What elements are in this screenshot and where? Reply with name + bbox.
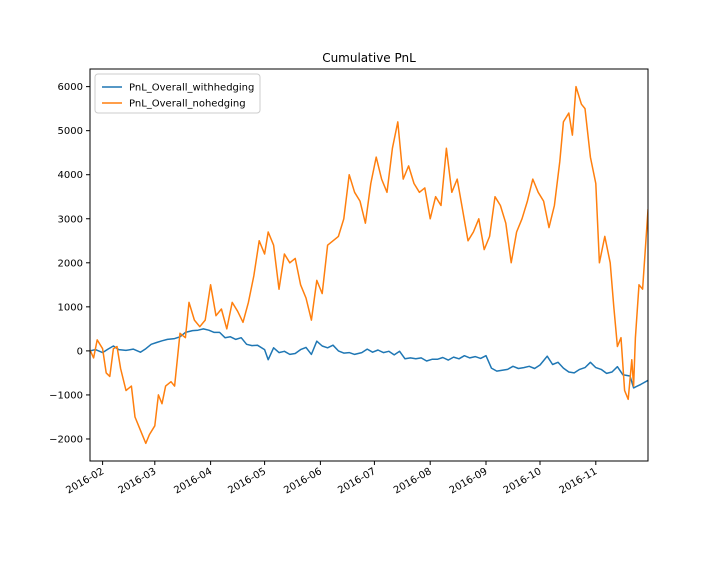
legend-box [94, 73, 261, 114]
series-line-2 [90, 85, 648, 445]
legend: PnL_Overall_withhedging PnL_Overall_nohed… [94, 73, 261, 114]
y-tick-label: −2000 [49, 434, 83, 445]
y-tick-label: 1000 [58, 302, 83, 313]
y-tick-label: 0 [77, 346, 83, 357]
y-tick-label: −1000 [49, 390, 83, 401]
series-layer [90, 85, 648, 445]
axes-frame [89, 68, 649, 462]
y-tick-label: 4000 [58, 170, 83, 181]
series-line-1 [90, 328, 648, 389]
plot-area [90, 69, 648, 461]
y-tick-label: 6000 [58, 82, 83, 93]
chart-title: Cumulative PnL [322, 51, 416, 65]
legend-label-1: PnL_Overall_withhedging [129, 83, 254, 94]
plot-background [90, 69, 648, 461]
y-tick-label: 2000 [58, 258, 83, 269]
y-tick-label: 3000 [58, 214, 83, 225]
y-tick-label: 5000 [58, 126, 83, 137]
legend-label-2: PnL_Overall_nohedging [129, 99, 246, 110]
